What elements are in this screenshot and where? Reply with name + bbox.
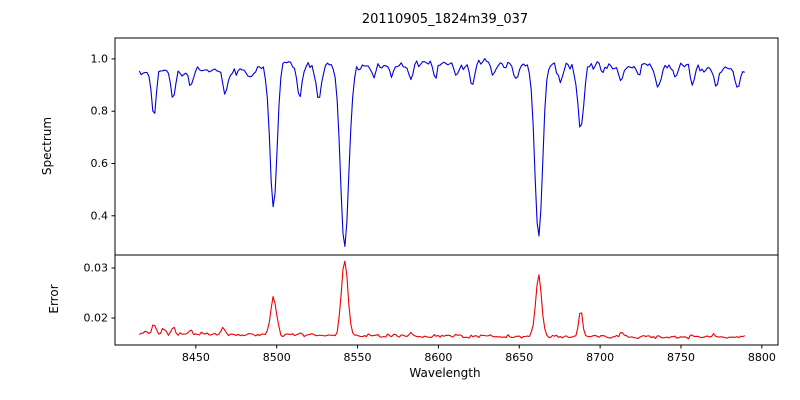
x-tick-label: 8600 <box>424 351 452 364</box>
y-tick-label: 0.03 <box>84 262 109 275</box>
y-tick-label: 1.0 <box>91 52 109 65</box>
error-panel-frame <box>114 254 779 346</box>
x-tick-label: 8750 <box>667 351 695 364</box>
x-tick-label: 8800 <box>748 351 776 364</box>
spectrum-series-line <box>138 58 745 247</box>
x-tick-label: 8500 <box>263 351 291 364</box>
error-series-line <box>138 260 745 340</box>
chart-title: 20110905_1824m39_037 <box>361 12 529 27</box>
y-tick-label: 0.6 <box>91 157 109 170</box>
y-tick-label: 0.8 <box>91 105 109 118</box>
x-tick-label: 8650 <box>505 351 533 364</box>
x-axis-label: Wavelength <box>409 366 481 380</box>
x-tick-label: 8550 <box>344 351 372 364</box>
y-tick-label: 0.4 <box>91 209 109 222</box>
x-tick-label: 8450 <box>182 351 210 364</box>
y-tick-label: 0.02 <box>84 312 109 325</box>
x-tick-label: 8700 <box>586 351 614 364</box>
